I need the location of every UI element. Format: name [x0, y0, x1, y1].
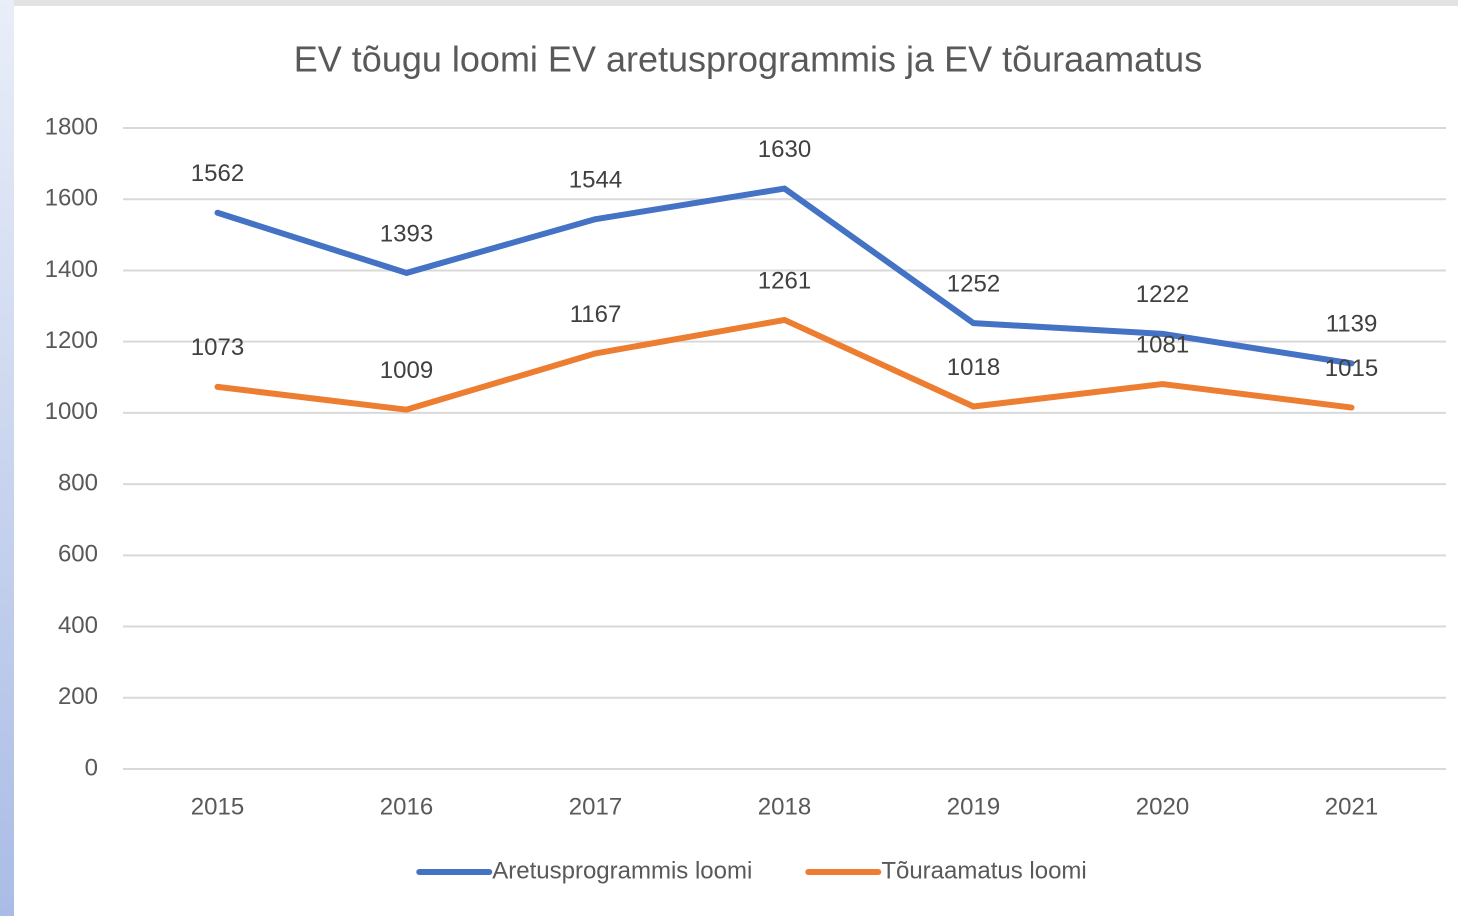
x-tick-label: 2021 [1325, 793, 1378, 820]
frame-border [14, 0, 1458, 6]
x-tick-label: 2018 [758, 793, 811, 820]
legend-label: Aretusprogrammis loomi [492, 857, 752, 884]
data-label: 1073 [191, 334, 244, 361]
data-label: 1261 [758, 267, 811, 294]
y-tick-label: 800 [58, 469, 98, 496]
data-label: 1081 [1136, 331, 1189, 358]
data-label: 1252 [947, 270, 1000, 297]
x-tick-label: 2015 [191, 793, 244, 820]
data-label: 1630 [758, 136, 811, 163]
data-label: 1015 [1325, 355, 1378, 382]
data-label: 1562 [191, 160, 244, 187]
series-line [214, 185, 1355, 367]
series-line [214, 316, 1355, 413]
y-tick-label: 600 [58, 541, 98, 568]
data-label: 1018 [947, 354, 1000, 381]
data-label: 1009 [380, 357, 433, 384]
x-tick-label: 2019 [947, 793, 1000, 820]
x-tick-label: 2017 [569, 793, 622, 820]
x-tick-label: 2016 [380, 793, 433, 820]
y-tick-label: 0 [85, 754, 98, 781]
y-tick-label: 1600 [45, 185, 98, 212]
y-tick-label: 200 [58, 683, 98, 710]
y-tick-label: 1400 [45, 256, 98, 283]
x-tick-label: 2020 [1136, 793, 1189, 820]
data-label: 1544 [569, 167, 622, 194]
y-tick-label: 400 [58, 612, 98, 639]
data-label: 1222 [1136, 281, 1189, 308]
y-tick-label: 1000 [45, 398, 98, 425]
data-label: 1393 [380, 220, 433, 247]
y-tick-label: 1800 [45, 113, 98, 140]
data-label: 1139 [1326, 311, 1378, 338]
data-label: 1167 [570, 301, 622, 328]
frame-strip [0, 0, 14, 916]
legend-label: Tõuraamatus loomi [881, 857, 1086, 884]
chart-title: EV tõugu loomi EV aretusprogrammis ja EV… [294, 39, 1202, 80]
y-tick-label: 1200 [45, 327, 98, 354]
